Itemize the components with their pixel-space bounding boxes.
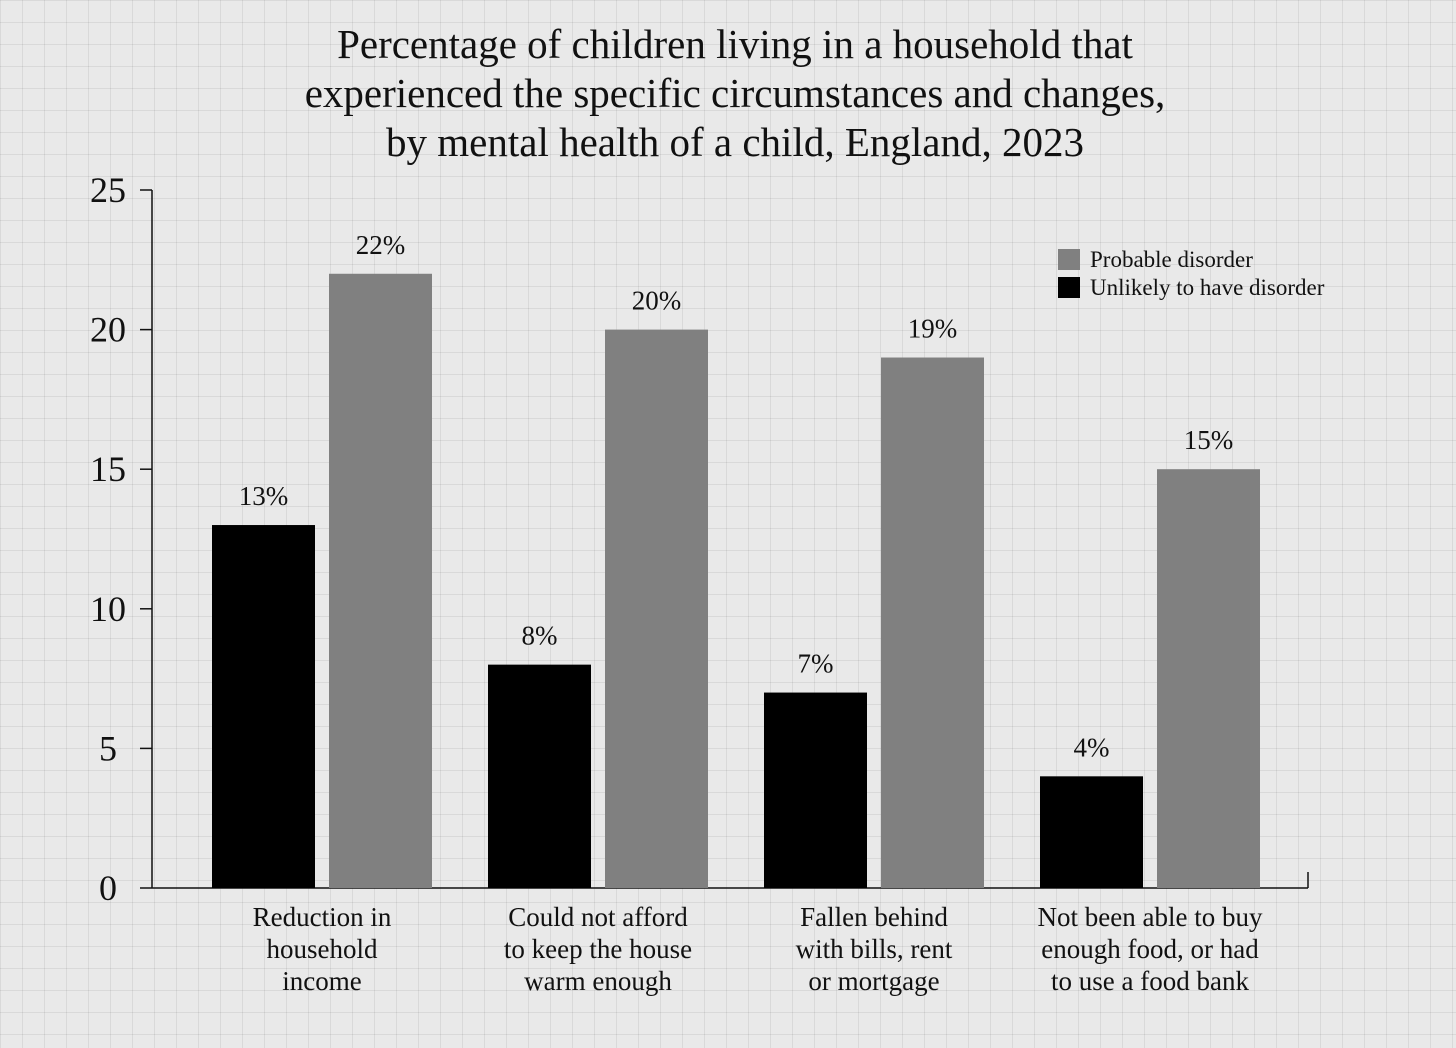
legend-label: Probable disorder — [1090, 247, 1253, 272]
value-label: 7% — [798, 649, 834, 679]
chart-title: Percentage of children living in a house… — [305, 21, 1166, 165]
y-tick-label: 5 — [99, 728, 117, 768]
bar — [329, 273, 432, 888]
bar — [488, 664, 591, 888]
bar — [212, 525, 315, 888]
y-tick-label: 20 — [90, 310, 126, 350]
value-label: 4% — [1074, 732, 1110, 762]
value-label: 22% — [356, 230, 406, 260]
x-tick-label: Not been able to buy enough food, or had t… — [1038, 902, 1263, 996]
bar — [605, 329, 708, 889]
bar — [881, 357, 984, 888]
y-tick-label: 25 — [90, 170, 126, 210]
value-label: 8% — [522, 621, 558, 651]
value-label: 20% — [632, 286, 682, 316]
legend-swatch — [1058, 277, 1080, 298]
legend-swatch — [1058, 249, 1080, 270]
legend-label: Unlikely to have disorder — [1090, 275, 1325, 300]
x-tick-label: Reduction in household income — [253, 902, 392, 996]
bar — [764, 692, 867, 888]
value-label: 13% — [239, 481, 289, 511]
value-label: 15% — [1184, 425, 1234, 455]
value-label: 19% — [908, 314, 958, 344]
bar — [1157, 469, 1260, 888]
y-tick-label: 15 — [90, 449, 126, 489]
y-tick-label: 0 — [99, 868, 117, 908]
x-tick-label: Fallen behind with bills, rent or mortgage — [796, 902, 953, 996]
bar — [1040, 776, 1143, 888]
y-tick-label: 10 — [90, 589, 126, 629]
x-tick-label: Could not afford to keep the house warm en… — [504, 902, 692, 996]
